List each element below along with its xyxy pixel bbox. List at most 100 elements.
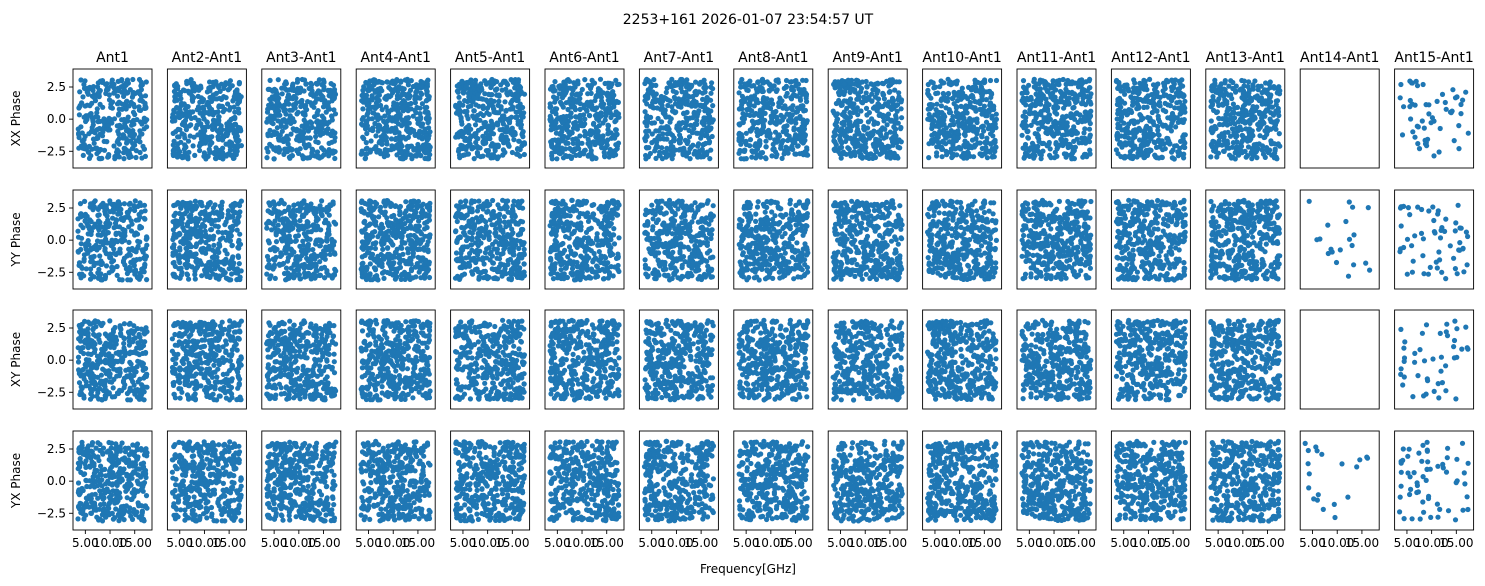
data-point bbox=[898, 126, 904, 132]
data-point bbox=[133, 138, 139, 144]
data-point bbox=[1240, 95, 1246, 101]
data-point bbox=[928, 79, 934, 85]
data-point bbox=[564, 113, 570, 120]
data-point bbox=[475, 92, 481, 98]
data-point bbox=[386, 84, 392, 91]
data-point bbox=[1257, 133, 1263, 139]
data-point bbox=[456, 152, 463, 158]
data-point bbox=[763, 144, 769, 150]
data-point bbox=[988, 141, 994, 147]
data-point bbox=[364, 123, 370, 129]
data-point bbox=[1028, 94, 1034, 100]
data-point bbox=[1169, 77, 1175, 83]
data-point bbox=[1022, 109, 1028, 115]
data-point bbox=[1254, 144, 1260, 150]
data-point bbox=[1071, 124, 1077, 130]
data-point bbox=[143, 79, 149, 85]
data-point bbox=[830, 108, 836, 114]
data-point bbox=[374, 96, 380, 102]
data-point bbox=[86, 143, 92, 149]
data-point bbox=[612, 119, 618, 125]
data-point bbox=[676, 79, 682, 85]
data-point bbox=[649, 131, 655, 137]
data-point bbox=[703, 116, 709, 123]
data-point bbox=[1029, 140, 1036, 146]
data-point bbox=[231, 94, 237, 100]
data-point bbox=[222, 106, 228, 113]
data-point bbox=[832, 139, 838, 145]
data-point bbox=[602, 80, 608, 87]
data-point bbox=[113, 154, 119, 160]
data-point bbox=[424, 104, 430, 110]
data-point bbox=[1173, 124, 1179, 130]
data-point bbox=[567, 153, 573, 159]
data-point bbox=[1180, 94, 1186, 100]
data-point bbox=[895, 96, 901, 103]
data-point bbox=[651, 77, 657, 83]
data-point bbox=[77, 89, 83, 95]
data-point bbox=[778, 145, 784, 151]
data-point bbox=[393, 143, 399, 149]
data-point bbox=[504, 116, 510, 122]
data-point bbox=[285, 141, 291, 147]
data-point bbox=[1218, 92, 1224, 98]
data-point bbox=[300, 111, 306, 117]
data-point bbox=[485, 99, 491, 105]
data-point bbox=[268, 119, 275, 126]
data-point bbox=[882, 113, 888, 119]
data-point bbox=[1450, 87, 1456, 93]
data-point bbox=[1148, 147, 1154, 153]
data-point bbox=[887, 155, 894, 161]
data-point bbox=[800, 140, 806, 146]
data-point bbox=[1463, 89, 1469, 95]
data-point bbox=[931, 118, 937, 124]
data-point bbox=[642, 109, 648, 115]
data-point bbox=[833, 127, 839, 133]
data-point bbox=[394, 101, 400, 107]
data-point bbox=[982, 139, 988, 146]
data-point bbox=[371, 77, 377, 83]
data-point bbox=[682, 125, 688, 131]
data-point bbox=[1046, 112, 1052, 118]
data-point bbox=[1080, 99, 1086, 105]
data-point bbox=[233, 136, 239, 142]
data-point bbox=[410, 113, 416, 119]
data-point bbox=[987, 77, 994, 84]
data-point bbox=[738, 141, 744, 147]
data-point bbox=[941, 80, 947, 86]
data-point bbox=[419, 101, 425, 107]
data-point bbox=[314, 81, 320, 87]
data-point bbox=[236, 110, 242, 116]
data-point bbox=[698, 102, 704, 108]
data-point bbox=[1122, 153, 1128, 159]
data-point bbox=[961, 125, 967, 131]
data-point bbox=[316, 129, 322, 135]
data-point bbox=[1025, 128, 1031, 134]
data-point bbox=[834, 82, 840, 88]
data-point bbox=[324, 149, 330, 155]
column-title: Ant4-Ant1 bbox=[360, 50, 430, 66]
data-point bbox=[1021, 121, 1027, 127]
data-point bbox=[676, 96, 682, 102]
data-point bbox=[376, 79, 382, 85]
data-point bbox=[594, 105, 600, 111]
data-point bbox=[309, 124, 315, 130]
data-point bbox=[285, 94, 291, 100]
data-point bbox=[1119, 98, 1125, 104]
data-point bbox=[298, 85, 304, 91]
data-point bbox=[384, 141, 390, 147]
data-point bbox=[178, 100, 185, 106]
data-point bbox=[453, 110, 460, 116]
data-point bbox=[1087, 85, 1093, 91]
data-point bbox=[842, 89, 848, 95]
data-point bbox=[1088, 101, 1094, 107]
data-point bbox=[655, 144, 661, 150]
data-point bbox=[742, 96, 748, 102]
data-point bbox=[678, 85, 684, 91]
data-point bbox=[799, 128, 806, 134]
data-point bbox=[738, 84, 744, 90]
data-point bbox=[872, 154, 879, 161]
data-point bbox=[100, 104, 106, 110]
data-point bbox=[105, 127, 111, 133]
data-point bbox=[768, 97, 775, 103]
